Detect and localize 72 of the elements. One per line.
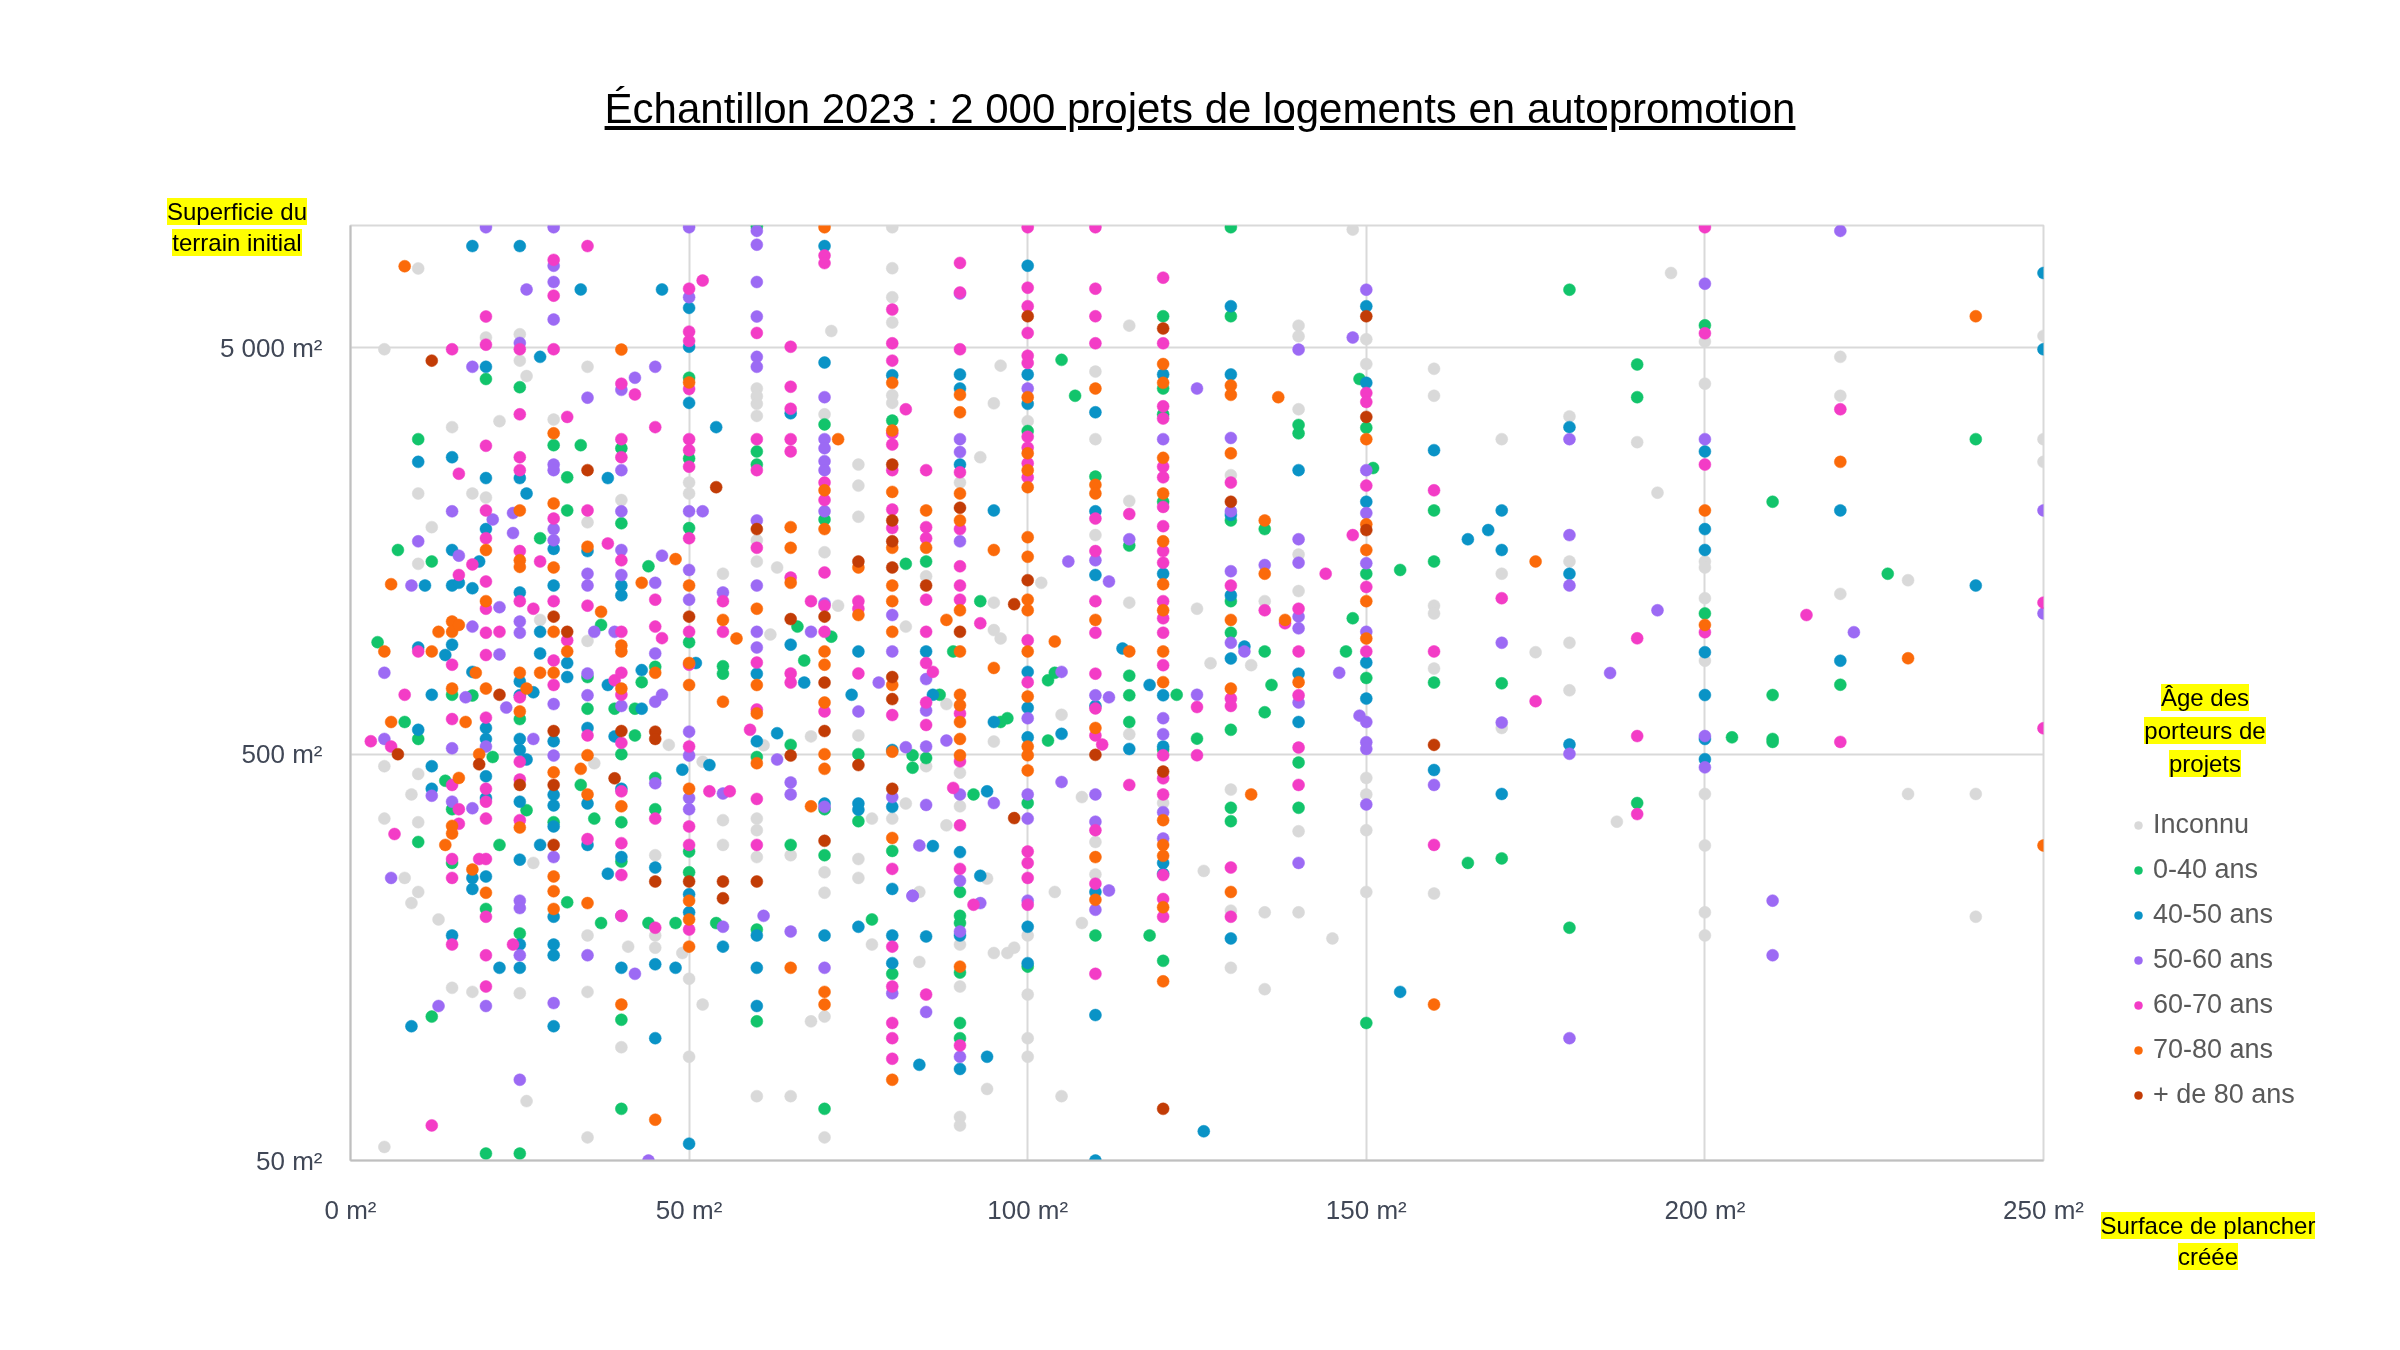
point xyxy=(953,501,967,514)
point xyxy=(1360,523,1373,537)
point xyxy=(1007,597,1021,611)
point xyxy=(886,782,899,795)
point xyxy=(1156,765,1170,778)
point xyxy=(547,778,560,792)
point xyxy=(513,778,527,792)
point xyxy=(784,612,797,626)
point xyxy=(682,610,696,623)
point xyxy=(852,758,865,772)
point xyxy=(1156,322,1170,335)
point xyxy=(886,692,899,706)
point xyxy=(886,514,899,527)
point xyxy=(547,724,560,738)
point xyxy=(886,561,899,574)
point xyxy=(1427,738,1441,752)
point xyxy=(581,463,594,477)
point xyxy=(1089,748,1102,762)
point xyxy=(472,758,486,771)
legend-title: Âge des porteurs de projets xyxy=(2144,684,2266,777)
point xyxy=(560,625,574,639)
point xyxy=(818,834,831,848)
legend-label: 0-40 ans xyxy=(2153,854,2259,885)
x-axis-title: Surface de plancher créée xyxy=(2100,1212,2316,1270)
point xyxy=(852,555,865,568)
legend-label: 40-50 ans xyxy=(2153,899,2274,930)
legend-label: + de 80 ans xyxy=(2153,1079,2295,1110)
point xyxy=(1156,1102,1170,1116)
point xyxy=(391,747,405,761)
point xyxy=(784,749,797,762)
x-tick-label: 50 m² xyxy=(655,1194,723,1225)
point xyxy=(886,670,899,684)
point xyxy=(547,838,560,852)
point xyxy=(682,875,696,888)
point xyxy=(648,875,662,888)
x-tick-label: 150 m² xyxy=(1325,1194,1408,1225)
legend-label: 60-70 ans xyxy=(2153,989,2274,1020)
point xyxy=(1360,310,1373,323)
y-tick-label: 500 m² xyxy=(241,739,323,770)
point xyxy=(818,676,831,689)
point xyxy=(1021,573,1034,587)
y-tick-label: 50 m² xyxy=(256,1145,323,1176)
point xyxy=(919,579,933,592)
point xyxy=(818,610,831,623)
x-tick-label: 250 m² xyxy=(2003,1194,2085,1225)
point xyxy=(716,875,730,888)
point xyxy=(886,458,899,471)
point xyxy=(818,724,831,738)
point xyxy=(1360,410,1373,424)
x-tick-label: 200 m² xyxy=(1664,1194,1746,1225)
point xyxy=(547,610,560,623)
x-tick-label: 100 m² xyxy=(987,1194,1069,1225)
point xyxy=(1224,495,1238,508)
point xyxy=(493,688,506,702)
point xyxy=(750,522,764,536)
point xyxy=(709,480,723,494)
point xyxy=(1007,811,1021,825)
y-axis-title: Superficie du terrain initial xyxy=(166,198,308,256)
point xyxy=(615,724,628,738)
point xyxy=(425,354,439,367)
y-tick-label: 5 000 m² xyxy=(219,332,323,363)
point xyxy=(886,535,899,548)
point xyxy=(608,772,621,785)
legend-label: 70-80 ans xyxy=(2153,1034,2274,1065)
legend-label: Inconnu xyxy=(2153,809,2250,840)
point xyxy=(716,892,730,905)
point xyxy=(1021,310,1034,323)
x-tick-label: 0 m² xyxy=(324,1194,377,1225)
chart-title: Échantillon 2023 : 2 000 projets de logements en autopromotion xyxy=(603,84,1797,134)
legend-label: 50-60 ans xyxy=(2153,944,2274,975)
point xyxy=(750,875,764,888)
point xyxy=(953,625,967,639)
